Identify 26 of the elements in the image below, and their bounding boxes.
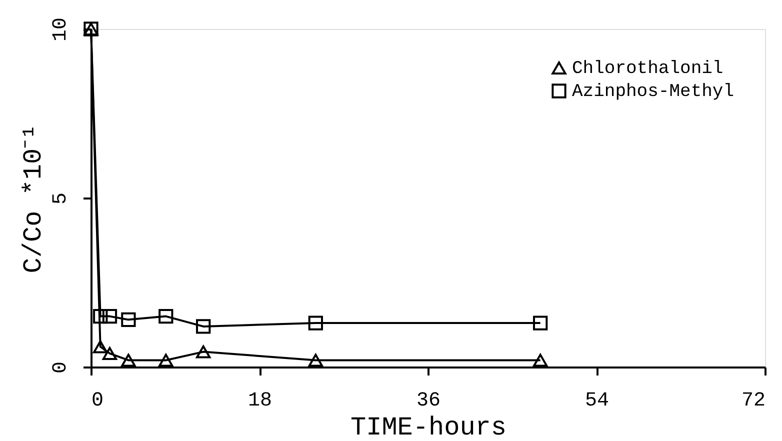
point (533, 354, 548, 367)
x-tick-label: 72 (741, 390, 766, 412)
y-tick-label: 5 (50, 192, 72, 205)
point (93, 308, 108, 324)
point (121, 354, 136, 367)
y-tick-label: 10 (50, 17, 72, 42)
x-tick-label: 0 (92, 390, 104, 412)
x-tick-label: 18 (248, 390, 272, 412)
point (533, 316, 548, 330)
legend-label: Chlorothalonil (572, 59, 724, 79)
legend-label: Azinphos-Methyl (572, 82, 734, 102)
point (196, 319, 211, 334)
x-axis-title: TIME-hours (350, 412, 507, 441)
y-axis-title: C/Co *10⁻¹ (18, 124, 48, 274)
point (121, 312, 136, 328)
x-tick-label: 36 (416, 390, 441, 412)
x-tick-label: 54 (584, 390, 610, 412)
point (102, 347, 118, 360)
point (308, 354, 323, 367)
point (158, 308, 174, 324)
point (158, 354, 174, 367)
point (308, 316, 323, 330)
point (93, 340, 108, 354)
point (196, 345, 211, 358)
y-tick-label: 0 (50, 361, 72, 374)
point (102, 308, 118, 324)
